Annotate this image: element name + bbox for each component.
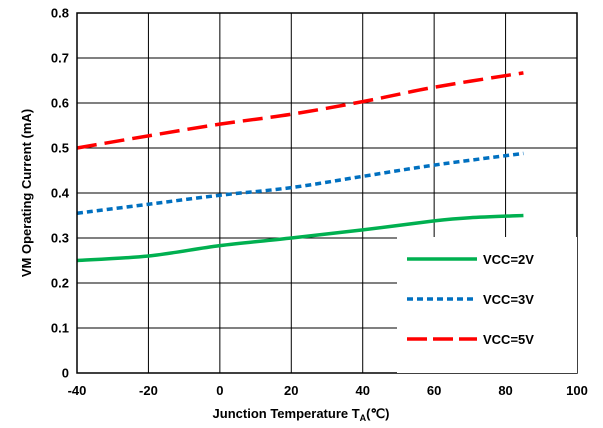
x-tick-label: 100: [566, 383, 588, 398]
y-tick-label: 0.6: [51, 96, 69, 111]
legend: VCC=2V VCC=3V VCC=5V: [397, 237, 577, 373]
legend-label: VCC=5V: [483, 332, 534, 347]
x-tick-labels: -40 -20 0 20 40 60 80 100: [68, 383, 588, 398]
y-tick-label: 0.7: [51, 51, 69, 66]
y-tick-label: 0.2: [51, 276, 69, 291]
y-axis-title: VM Operating Current (mA): [19, 109, 34, 277]
series-line-2: [76, 151, 524, 215]
x-tick-label: 0: [216, 383, 223, 398]
x-axis-title-main: Junction Temperature T: [213, 406, 360, 421]
series-line-3: [76, 71, 524, 150]
x-tick-label: 60: [427, 383, 441, 398]
x-axis-title: Junction Temperature TA(℃): [213, 406, 390, 423]
y-tick-label: 0.3: [51, 231, 69, 246]
x-tick-label: 40: [355, 383, 369, 398]
x-tick-label: 20: [284, 383, 298, 398]
x-axis-title-subscript: A: [360, 413, 367, 423]
series-line-1: [76, 213, 524, 263]
y-tick-label: 0: [62, 366, 69, 381]
y-tick-label: 0.8: [51, 6, 69, 21]
x-axis-title-suffix: (℃): [366, 406, 389, 421]
y-tick-labels: 0 0.1 0.2 0.3 0.4 0.5 0.6 0.7 0.8: [51, 6, 70, 381]
y-tick-label: 0.5: [51, 141, 69, 156]
y-tick-label: 0.1: [51, 321, 69, 336]
x-tick-label: -20: [139, 383, 158, 398]
x-tick-label: 80: [498, 383, 512, 398]
plot-frame: [76, 12, 578, 374]
y-tick-label: 0.4: [51, 186, 70, 201]
legend-label: VCC=3V: [483, 292, 534, 307]
legend-label: VCC=2V: [483, 252, 534, 267]
x-tick-label: -40: [68, 383, 87, 398]
series-layer: [76, 71, 524, 263]
